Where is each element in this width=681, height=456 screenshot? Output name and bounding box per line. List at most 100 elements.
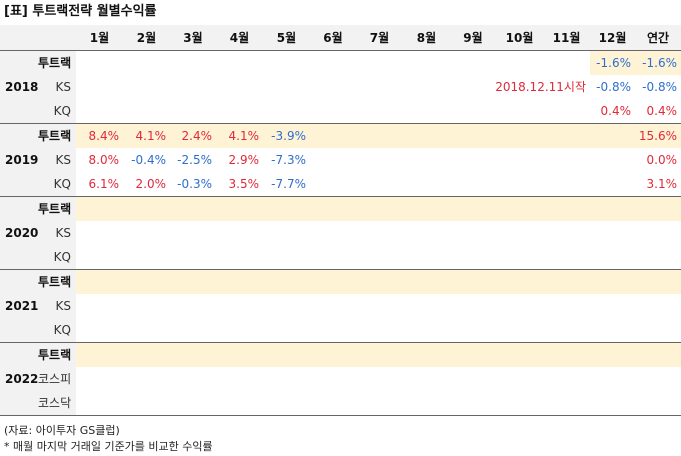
month-value [590,221,635,245]
month-value [496,148,543,172]
month-value [496,391,543,416]
source-note: (자료: 아이투자 GS클럽) [4,424,120,437]
header-month: 11월 [543,25,590,51]
month-value [310,148,356,172]
year-label: 2021 [0,269,38,343]
month-value [310,172,356,197]
month-value: 0.4% [600,104,632,118]
annual-value [635,318,681,343]
month-value: 3.5% [228,177,260,191]
month-value [450,123,496,148]
month-value [496,221,543,245]
month-value [356,391,403,416]
row-label: 투트랙 [38,50,76,75]
month-value [170,245,216,270]
month-value [76,318,123,343]
header-month: 8월 [403,25,450,51]
month-value [403,269,450,294]
month-value: -7.3% [271,153,306,167]
month-value [450,196,496,221]
month-value [356,367,403,391]
month-value [543,123,590,148]
month-value: -3.9% [263,123,310,148]
month-value [170,367,216,391]
month-value [590,294,635,318]
month-value [450,148,496,172]
annual-value: 15.6% [635,123,681,148]
month-value [263,50,310,75]
month-value [170,99,216,124]
month-value [216,269,263,294]
month-value [590,367,635,391]
month-value [170,50,216,75]
month-value: -7.7% [271,177,306,191]
month-value [403,148,450,172]
month-value [310,294,356,318]
month-value: -0.4% [131,153,166,167]
month-value [543,172,590,197]
month-value [450,269,496,294]
annual-value: -0.8% [642,80,677,94]
month-value [543,221,590,245]
month-value [450,99,496,124]
month-value: -1.6% [590,50,635,75]
month-value [76,196,123,221]
month-value [496,342,543,367]
annual-value: 0.0% [646,153,678,167]
month-value [123,294,170,318]
row-label: 코스닥 [38,391,76,416]
row-label: 투트랙 [38,123,76,148]
index-row: KS [0,294,681,318]
header-month: 2월 [123,25,170,51]
month-value [403,172,450,197]
month-value [403,50,450,75]
row-label: KS [38,294,76,318]
index-row: KQ 0.4% 0.4% [0,99,681,124]
index-row: KS [0,221,681,245]
header-row: 1월 2월 3월 4월 5월 6월 7월 8월 9월 10월 11월 12월 연… [0,25,681,51]
month-value [543,50,590,75]
strategy-row: 2022 투트랙 [0,342,681,416]
row-label: KS [38,75,76,99]
month-value [543,196,590,221]
month-value [170,269,216,294]
month-value [543,148,590,172]
row-label: 투트랙 [38,196,76,221]
annual-value [635,294,681,318]
month-value [263,294,310,318]
month-value [76,342,123,367]
month-value [496,50,543,75]
month-value [76,50,123,75]
month-value [356,50,403,75]
header-month: 5월 [263,25,310,51]
row-label: KS [38,221,76,245]
annual-value [635,196,681,221]
header-month: 4월 [216,25,263,51]
month-value [496,123,543,148]
month-value [543,391,590,416]
month-value [356,294,403,318]
month-value [496,245,543,270]
month-value [590,196,635,221]
row-label: KQ [38,172,76,197]
month-value [310,50,356,75]
row-label: KS [38,148,76,172]
month-value [263,367,310,391]
month-value [310,391,356,416]
month-value [310,318,356,343]
month-value [310,245,356,270]
month-value [403,245,450,270]
month-value [450,342,496,367]
month-value [123,391,170,416]
month-value [450,318,496,343]
month-value [216,196,263,221]
month-value [450,172,496,197]
month-value [590,245,635,270]
month-value [543,342,590,367]
month-value [123,99,170,124]
month-value [310,196,356,221]
month-value [496,294,543,318]
month-value [123,269,170,294]
index-row: KQ [0,245,681,270]
month-value [543,269,590,294]
